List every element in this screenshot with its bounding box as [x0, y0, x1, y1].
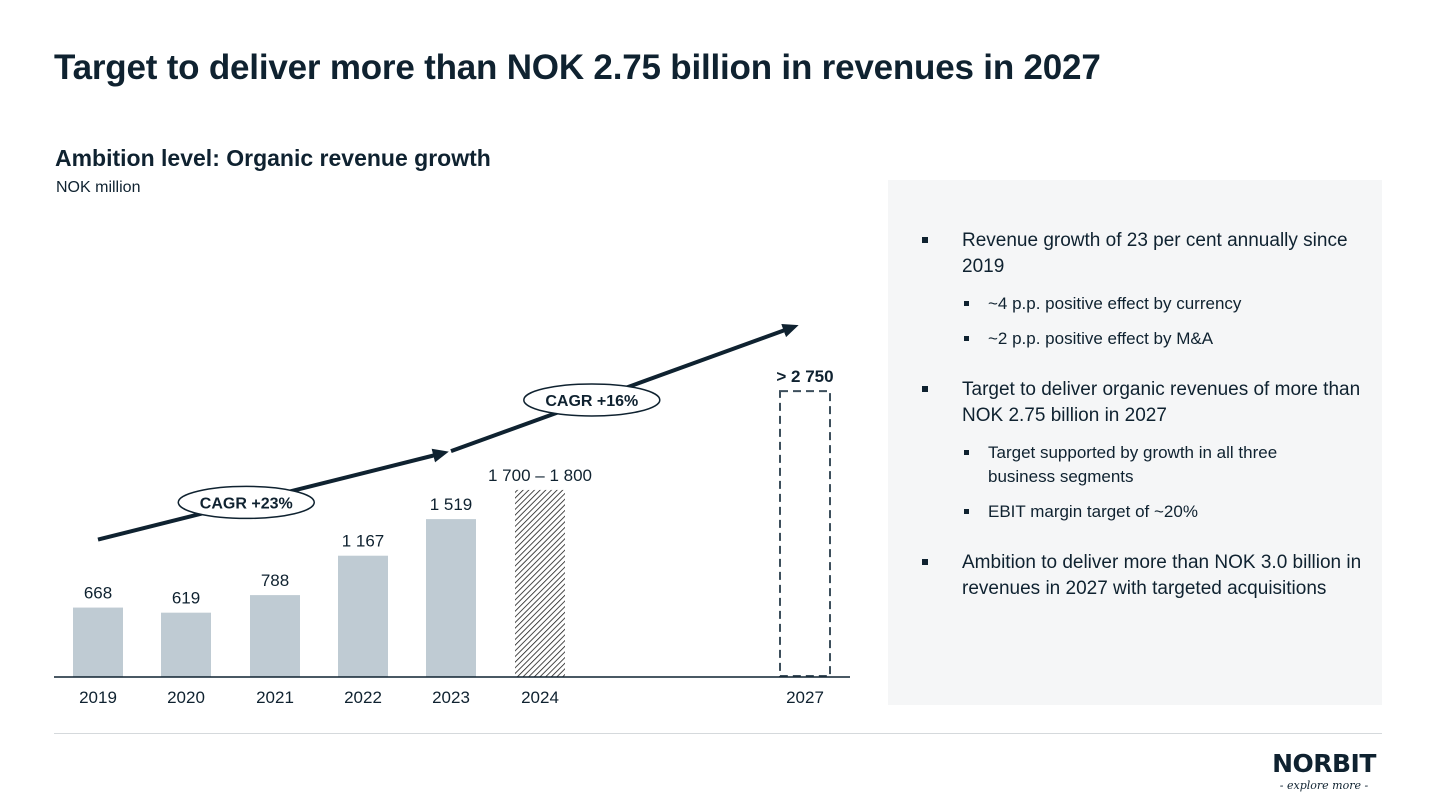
subbullet-currency: ~4 p.p. positive effect by currency — [964, 292, 1348, 316]
cagr-label-1: CAGR +23% — [200, 495, 293, 512]
data-label-2020: 619 — [172, 589, 200, 608]
bar-2021 — [250, 595, 300, 677]
norbit-logo: NORBIT - explore more - — [1262, 749, 1386, 793]
bar-2020 — [161, 612, 211, 677]
cagr-ellipse-1 — [177, 485, 316, 520]
x-tick-2022: 2022 — [344, 688, 382, 707]
key-points-panel: Revenue growth of 23 per cent annually s… — [888, 180, 1382, 705]
bar-2024 — [515, 489, 565, 677]
footer-divider — [54, 733, 1382, 734]
bar-2027 — [779, 390, 831, 677]
x-tick-2019: 2019 — [79, 688, 117, 707]
subbullet-ebit: EBIT margin target of ~20% — [964, 500, 1348, 524]
bar-2019 — [73, 607, 123, 677]
chart-unit-label: NOK million — [56, 179, 141, 196]
bullet-item-organic-target: Target to deliver organic revenues of mo… — [922, 377, 1362, 429]
data-label-2019: 668 — [84, 584, 112, 603]
data-label-2027: > 2 750 — [776, 367, 833, 386]
bullet-item-ambition: Ambition to deliver more than NOK 3.0 bi… — [922, 550, 1362, 602]
x-tick-2020: 2020 — [167, 688, 205, 707]
x-tick-2027: 2027 — [786, 688, 824, 707]
data-label-2023: 1 519 — [430, 495, 473, 514]
logo-wordmark: NORBIT — [1272, 749, 1376, 778]
data-label-2021: 788 — [261, 571, 289, 590]
cagr-annotation-2: CAGR +16% — [523, 383, 661, 417]
chart-title: Ambition level: Organic revenue growth — [55, 145, 491, 171]
page-title: Target to deliver more than NOK 2.75 bil… — [54, 48, 1101, 87]
cagr-ellipse-2 — [523, 383, 661, 417]
cagr-label-2: CAGR +16% — [545, 393, 638, 410]
x-tick-2023: 2023 — [432, 688, 470, 707]
subbullet-ma: ~2 p.p. positive effect by M&A — [964, 327, 1348, 351]
bullet-item-revenue-growth: Revenue growth of 23 per cent annually s… — [922, 228, 1362, 280]
logo-tagline: - explore more - — [1279, 779, 1369, 792]
data-label-2024: 1 700 – 1 800 — [488, 466, 592, 485]
bar-2023 — [426, 519, 476, 677]
subbullet-segments: Target supported by growth in all three … — [964, 441, 1348, 489]
bar-2022 — [338, 555, 388, 677]
data-label-2022: 1 167 — [342, 532, 385, 551]
x-tick-2024: 2024 — [521, 688, 559, 707]
cagr-annotation-1: CAGR +23% — [177, 485, 316, 520]
x-tick-2021: 2021 — [256, 688, 294, 707]
